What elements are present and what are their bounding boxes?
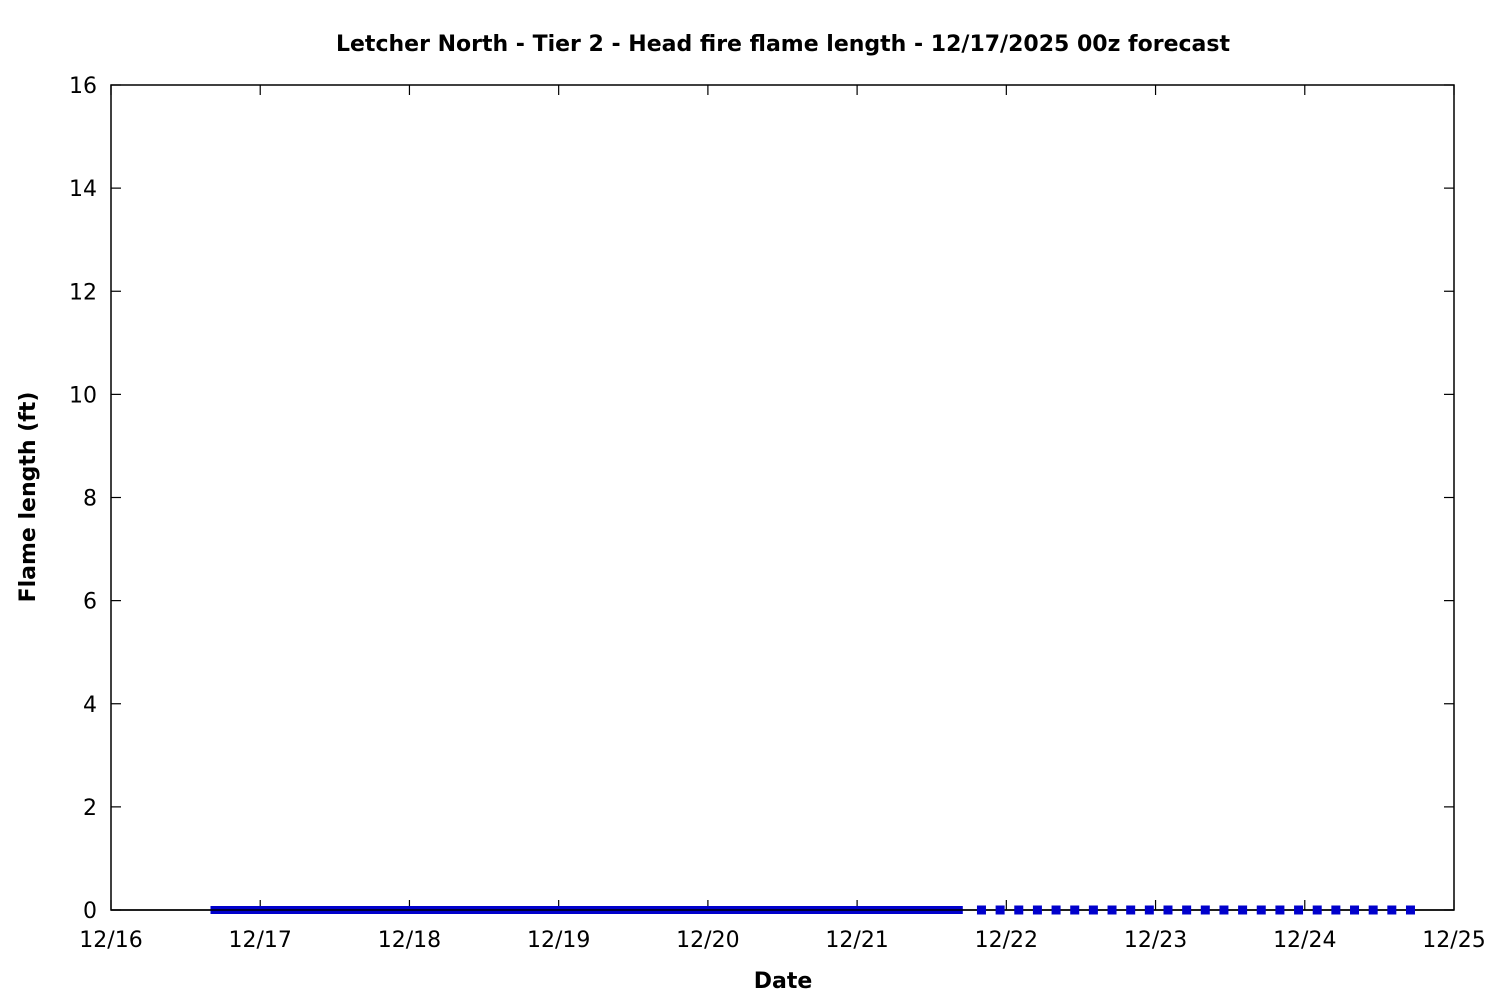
forecast-point xyxy=(995,905,1005,915)
x-tick-label: 12/24 xyxy=(1273,928,1336,953)
forecast-point xyxy=(1014,905,1024,915)
forecast-point xyxy=(1032,905,1042,915)
x-tick-label: 12/17 xyxy=(229,928,292,953)
plot-frame xyxy=(110,84,1455,911)
forecast-point xyxy=(1387,905,1397,915)
forecast-point xyxy=(1051,905,1061,915)
forecast-point xyxy=(1088,905,1098,915)
chart-title: Letcher North - Tier 2 - Head fire flame… xyxy=(336,32,1231,57)
forecast-point xyxy=(1275,905,1285,915)
y-tick-label: 4 xyxy=(83,693,97,718)
y-tick-label: 0 xyxy=(83,899,97,924)
y-tick-label: 6 xyxy=(83,590,97,615)
y-tick-label: 8 xyxy=(83,487,97,512)
y-tick-label: 14 xyxy=(69,177,97,202)
x-tick-label: 12/16 xyxy=(79,928,142,953)
forecast-point xyxy=(1368,905,1378,915)
forecast-point xyxy=(1350,905,1360,915)
forecast-point xyxy=(1163,905,1173,915)
x-tick-label: 12/23 xyxy=(1124,928,1187,953)
forecast-point xyxy=(976,905,986,915)
x-tick-label: 12/19 xyxy=(527,928,590,953)
forecast-point xyxy=(1256,905,1266,915)
x-tick-label: 12/22 xyxy=(975,928,1038,953)
forecast-point xyxy=(1219,905,1229,915)
y-tick-label: 16 xyxy=(69,74,97,99)
forecast-point xyxy=(1294,905,1304,915)
forecast-point xyxy=(1126,905,1136,915)
x-axis-label: Date xyxy=(754,969,813,994)
y-tick-label: 2 xyxy=(83,796,97,821)
forecast-point xyxy=(1312,905,1322,915)
forecast-point xyxy=(1144,905,1154,915)
x-tick-label: 12/18 xyxy=(378,928,441,953)
x-tick-label: 12/20 xyxy=(676,928,739,953)
forecast-point xyxy=(1331,905,1341,915)
forecast-point xyxy=(1182,905,1192,915)
y-tick-label: 10 xyxy=(69,383,97,408)
forecast-point xyxy=(1107,905,1117,915)
y-tick-label: 12 xyxy=(69,280,97,305)
forecast-point xyxy=(1070,905,1080,915)
x-tick-label: 12/21 xyxy=(825,928,888,953)
y-axis-label: Flame length (ft) xyxy=(16,392,41,603)
forecast-point xyxy=(1405,905,1415,915)
x-tick-label: 12/25 xyxy=(1422,928,1485,953)
forecast-point xyxy=(1200,905,1210,915)
forecast-point xyxy=(1238,905,1248,915)
